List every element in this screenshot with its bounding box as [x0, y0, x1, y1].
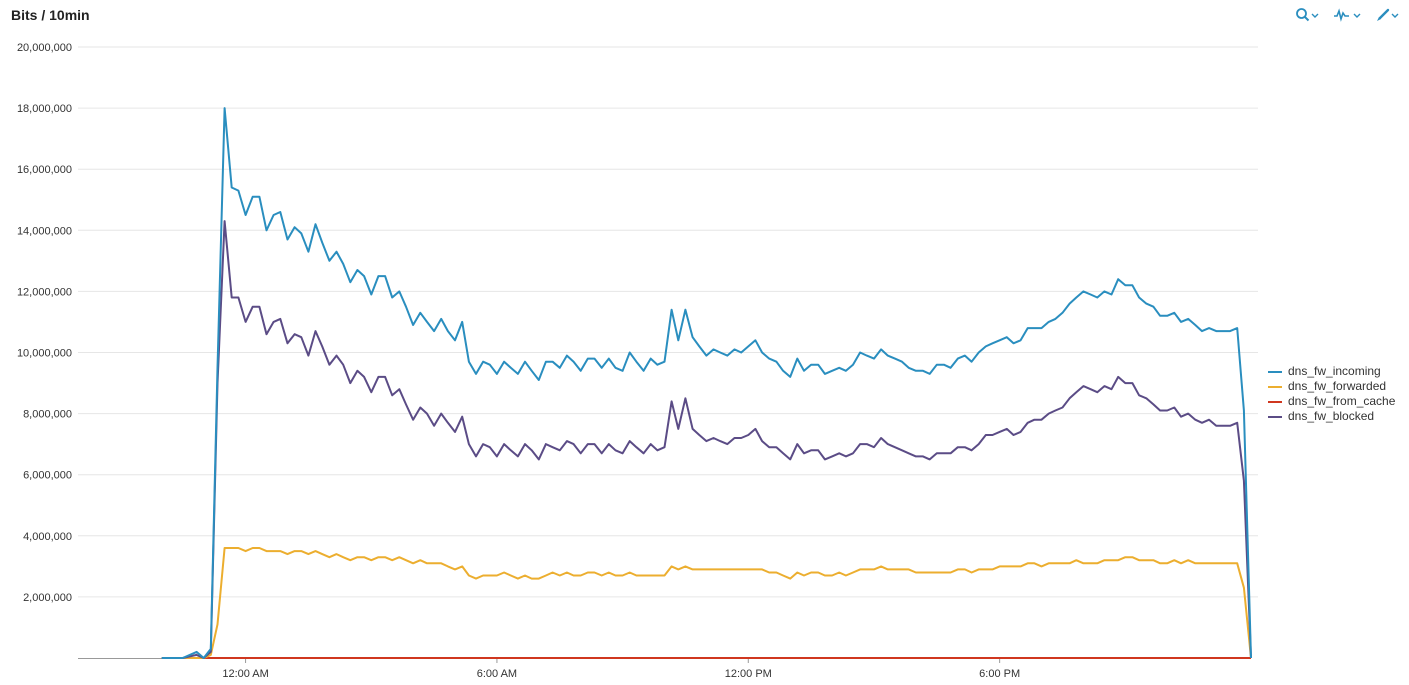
- chart-toolbar: [1295, 7, 1401, 23]
- x-tick-label: 6:00 AM: [477, 668, 517, 680]
- y-tick-label: 10,000,000: [17, 348, 72, 360]
- legend-item-dns-fw-incoming[interactable]: dns_fw_incoming: [1268, 364, 1395, 379]
- legend-item-dns-fw-from-cache[interactable]: dns_fw_from_cache: [1268, 394, 1395, 409]
- y-tick-label: 4,000,000: [23, 531, 72, 543]
- zoom-icon: [1296, 8, 1319, 22]
- x-tick-label: 12:00 AM: [222, 668, 268, 680]
- grid: [78, 46, 1258, 598]
- legend-label: dns_fw_incoming: [1288, 364, 1381, 378]
- legend-swatch: [1268, 385, 1282, 388]
- paintbrush-icon: [1377, 8, 1399, 21]
- y-tick-label: 2,000,000: [23, 592, 72, 604]
- y-axis: 2,000,000 4,000,000 6,000,000 8,000,000 10,0…: [17, 42, 72, 604]
- zoom-button[interactable]: [1295, 7, 1321, 23]
- legend-swatch: [1268, 415, 1282, 418]
- x-axis: 12:00 AM 6:00 AM 12:00 PM 6:00 PM: [78, 658, 1251, 680]
- y-tick-label: 14,000,000: [17, 225, 72, 237]
- y-tick-label: 16,000,000: [17, 164, 72, 176]
- legend-item-dns-fw-blocked[interactable]: dns_fw_blocked: [1268, 409, 1395, 424]
- x-tick-label: 12:00 PM: [725, 668, 772, 680]
- legend: dns_fw_incoming dns_fw_forwarded dns_fw_fr…: [1268, 364, 1395, 424]
- series-line-dns-fw-forwarded: [161, 547, 1252, 659]
- series-line-dns-fw-incoming: [161, 107, 1252, 659]
- y-tick-label: 8,000,000: [23, 409, 72, 421]
- legend-item-dns-fw-forwarded[interactable]: dns_fw_forwarded: [1268, 379, 1395, 394]
- y-tick-label: 18,000,000: [17, 103, 72, 115]
- legend-swatch: [1268, 370, 1282, 373]
- chart-type-button[interactable]: [1333, 7, 1363, 23]
- y-tick-label: 6,000,000: [23, 470, 72, 482]
- format-button[interactable]: [1375, 7, 1401, 23]
- legend-label: dns_fw_blocked: [1288, 409, 1375, 423]
- series: [161, 107, 1252, 659]
- x-tick-label: 6:00 PM: [979, 668, 1020, 680]
- y-tick-label: 12,000,000: [17, 286, 72, 298]
- y-tick-label: 20,000,000: [17, 42, 72, 54]
- chart-type-icon: [1334, 8, 1361, 22]
- series-line-dns-fw-blocked: [161, 220, 1252, 659]
- legend-swatch: [1268, 400, 1282, 403]
- legend-label: dns_fw_forwarded: [1288, 379, 1387, 393]
- chart-title: Bits / 10min: [11, 7, 90, 23]
- legend-label: dns_fw_from_cache: [1288, 394, 1396, 408]
